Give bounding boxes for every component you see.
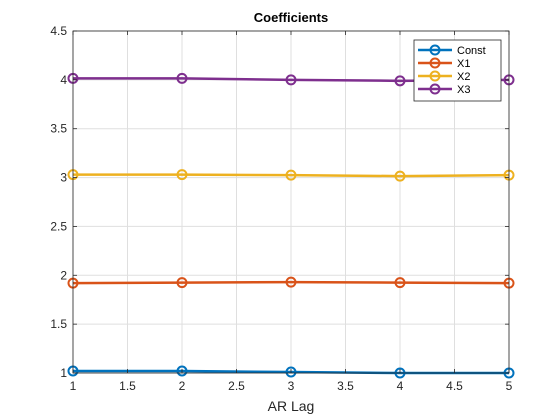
legend-item: X1 [418,57,470,70]
x-tick-label: 2 [179,379,186,393]
x-tick-label: 4 [397,379,404,393]
data-point [176,277,188,289]
series-line [72,280,510,285]
legend-swatch-marker [429,70,441,82]
legend-item: X2 [418,70,470,83]
x-tick-label: 1.5 [119,379,136,393]
y-tick-label: 1.5 [50,317,67,331]
legend-item: Const [418,44,486,57]
data-point [176,169,188,181]
data-point [285,169,297,181]
data-point [285,276,297,288]
data-point [176,72,188,84]
data-point [176,365,188,377]
legend-swatch-marker [429,44,441,56]
legend-swatch-marker [429,57,441,69]
x-tick-label: 1 [70,379,77,393]
data-point [285,74,297,86]
x-tick-label: 3.5 [337,379,354,393]
legend-item: X3 [418,83,470,96]
y-tick-label: 1 [60,366,67,380]
legend-swatch-marker [429,83,441,95]
chart-title: Coefficients [254,10,328,25]
x-tick-label: 3 [288,379,295,393]
series-line [73,173,510,178]
data-point [394,75,406,87]
y-ticks: 1 1.5 2 2.5 3 3.5 4 4.5 [50,24,509,380]
x-tick-label: 5 [506,379,513,393]
x-tick-label: 2.5 [228,379,245,393]
y-tick-label: 3 [60,171,67,185]
legend-label: X2 [457,71,470,83]
y-tick-label: 2 [60,268,67,282]
x-axis-label: AR Lag [268,398,315,414]
y-tick-label: 2.5 [50,219,67,233]
x-tick-label: 4.5 [446,379,463,393]
y-tick-label: 3.5 [50,122,67,136]
legend-label: Const [457,45,486,57]
data-point [394,277,406,289]
y-tick-label: 4 [60,73,67,87]
legend-label: X1 [457,58,470,70]
y-tick-label: 4.5 [50,24,67,38]
x-ticks: 1 1.5 2 2.5 3 3.5 4 4.5 5 [70,31,513,393]
legend-label: X3 [457,84,470,96]
data-point [394,170,406,182]
data-point [285,366,297,378]
